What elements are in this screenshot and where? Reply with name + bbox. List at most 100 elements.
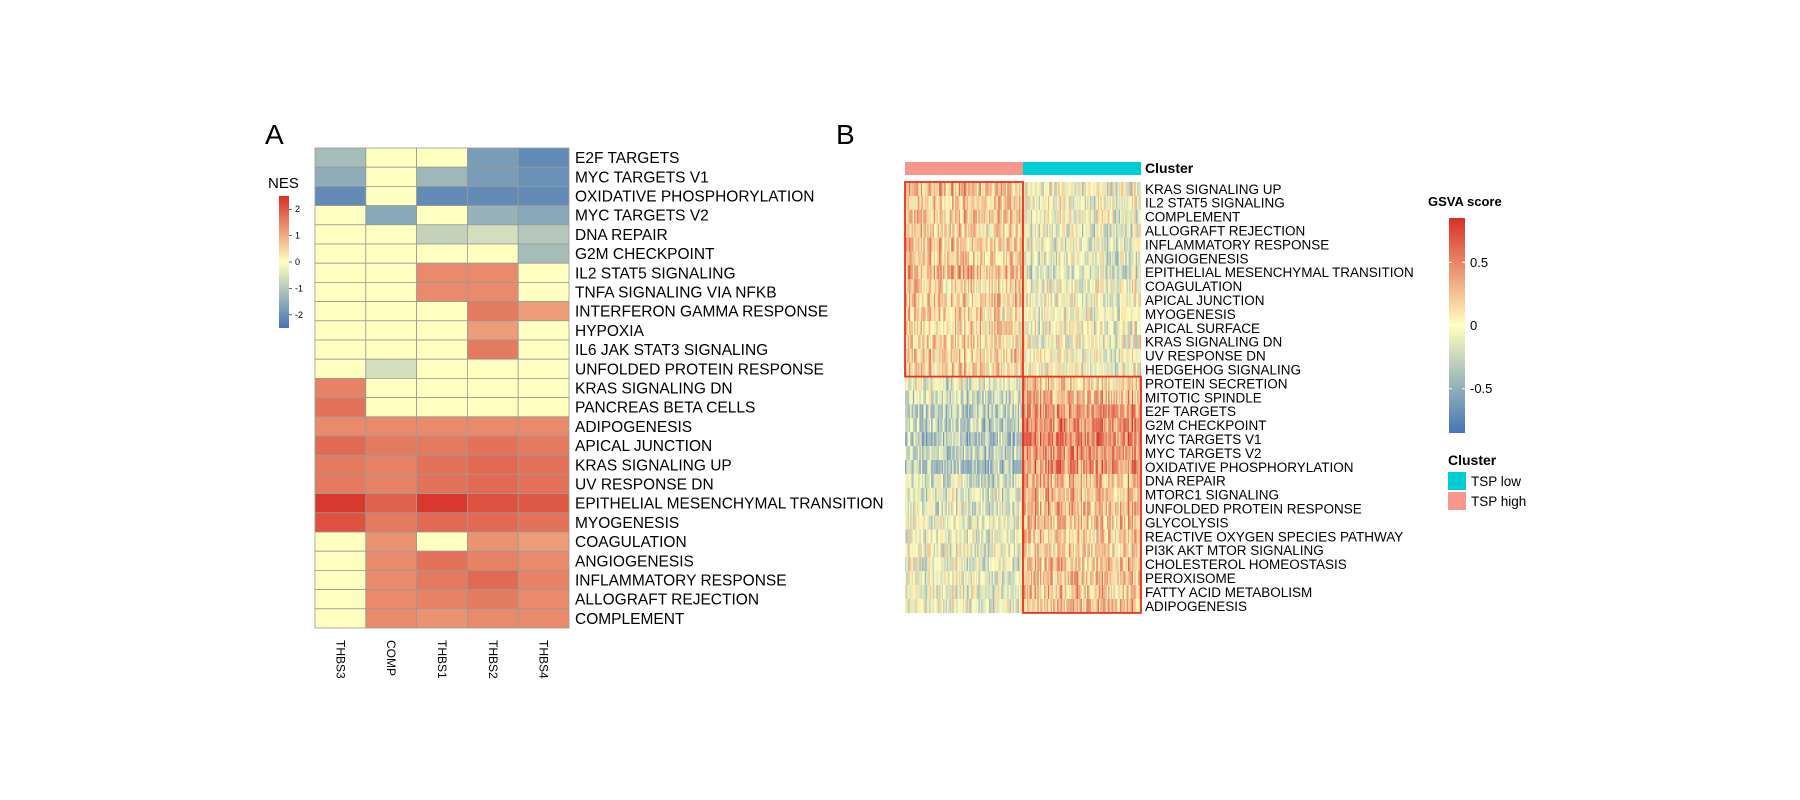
gsva-cell (953, 446, 955, 461)
gsva-cell (1084, 432, 1087, 447)
gsva-cell (956, 348, 958, 363)
gsva-cell (950, 182, 953, 197)
gsva-cell (1025, 195, 1028, 210)
gsva-cell (1049, 209, 1051, 224)
gsva-cell (922, 265, 924, 280)
gsva-cell (978, 251, 980, 266)
nes-row-label: INFLAMMATORY RESPONSE (575, 573, 787, 590)
nes-row-label: ALLOGRAFT REJECTION (575, 592, 759, 609)
gsva-cell (967, 390, 970, 405)
gsva-cell (1045, 321, 1047, 336)
gsva-cell (1013, 376, 1016, 391)
gsva-cell (1074, 223, 1076, 238)
gsva-cell (1123, 446, 1126, 461)
gsva-cell (939, 334, 941, 349)
gsva-cell (1127, 195, 1130, 210)
gsva-cell (974, 348, 976, 363)
gsva-cell (961, 404, 963, 419)
gsva-cell (1041, 237, 1043, 252)
gsva-cell (1053, 348, 1055, 363)
gsva-cell (987, 501, 990, 516)
gsva-cell (1116, 223, 1118, 238)
gsva-cell (931, 348, 933, 363)
gsva-cell (1047, 432, 1050, 447)
gsva-cell (924, 446, 927, 461)
gsva-cell (1043, 307, 1046, 322)
gsva-cell (1084, 321, 1087, 336)
gsva-cell (969, 446, 971, 461)
gsva-cell (1130, 293, 1132, 308)
gsva-cell (1088, 515, 1091, 530)
gsva-cell (927, 182, 929, 197)
gsva-cell (924, 390, 927, 405)
gsva-cell (940, 515, 942, 530)
gsva-cell (1089, 529, 1092, 544)
gsva-cell (1005, 321, 1008, 336)
gsva-cell (1120, 334, 1122, 349)
gsva-cell (915, 223, 917, 238)
gsva-cell (905, 543, 907, 558)
gsva-cell (964, 321, 966, 336)
gsva-cell (931, 432, 933, 447)
nes-cell (466, 262, 519, 283)
gsva-cell (1071, 237, 1073, 252)
gsva-cell (967, 182, 970, 197)
gsva-cell (994, 432, 996, 447)
gsva-cell (1009, 362, 1012, 377)
gsva-cell (1095, 265, 1097, 280)
gsva-cell (946, 251, 949, 266)
gsva-cell (1108, 348, 1110, 363)
gsva-cell (1017, 446, 1020, 461)
gsva-cell (995, 404, 997, 419)
nes-row-label: IL6 JAK STAT3 SIGNALING (575, 342, 768, 359)
gsva-cell (937, 460, 940, 475)
gsva-cell (1016, 321, 1018, 336)
gsva-cell (944, 237, 946, 252)
gsva-cell (1122, 279, 1125, 294)
gsva-cell (961, 195, 963, 210)
gsva-cell (973, 376, 975, 391)
gsva-cell (1126, 251, 1129, 266)
gsva-cell (1105, 279, 1108, 294)
gsva-cell (1012, 432, 1014, 447)
gsva-cell (1078, 362, 1080, 377)
gsva-cell (953, 321, 955, 336)
gsva-cell (1068, 418, 1071, 433)
gsva-cell (1076, 446, 1079, 461)
gsva-cell (1074, 376, 1076, 391)
gsva-cell (1133, 348, 1135, 363)
gsva-cell (1100, 182, 1102, 197)
gsva-cell (946, 432, 949, 447)
gsva-cell (1066, 432, 1068, 447)
gsva-cell (1071, 515, 1073, 530)
gsva-cell (1133, 251, 1135, 266)
gsva-cell (1131, 195, 1134, 210)
gsva-cell (996, 293, 999, 308)
gsva-cell (1068, 390, 1071, 405)
gsva-cell (1019, 529, 1021, 544)
gsva-cell (1043, 182, 1046, 197)
gsva-cell (1109, 529, 1111, 544)
gsva-cell (956, 209, 958, 224)
gsva-cell (1066, 543, 1068, 558)
gsva-cell (970, 334, 973, 349)
gsva-cell (1025, 279, 1028, 294)
gsva-cell (1076, 195, 1079, 210)
gsva-cell (982, 209, 984, 224)
gsva-cell (977, 543, 979, 558)
gsva-cell (1117, 404, 1119, 419)
gsva-cell (1067, 529, 1070, 544)
gsva-cell (958, 487, 961, 502)
gsva-cell (914, 265, 916, 280)
gsva-cell (940, 182, 942, 197)
gsva-cell (1095, 390, 1097, 405)
gsva-cell (908, 432, 911, 447)
gsva-cell (1057, 321, 1059, 336)
gsva-cell (1134, 515, 1136, 530)
gsva-cell (1003, 390, 1005, 405)
gsva-cell (962, 348, 965, 363)
gsva-cell (975, 473, 978, 488)
gsva-cell (1102, 460, 1105, 475)
gsva-cell (995, 460, 997, 475)
nes-cell (517, 224, 570, 245)
